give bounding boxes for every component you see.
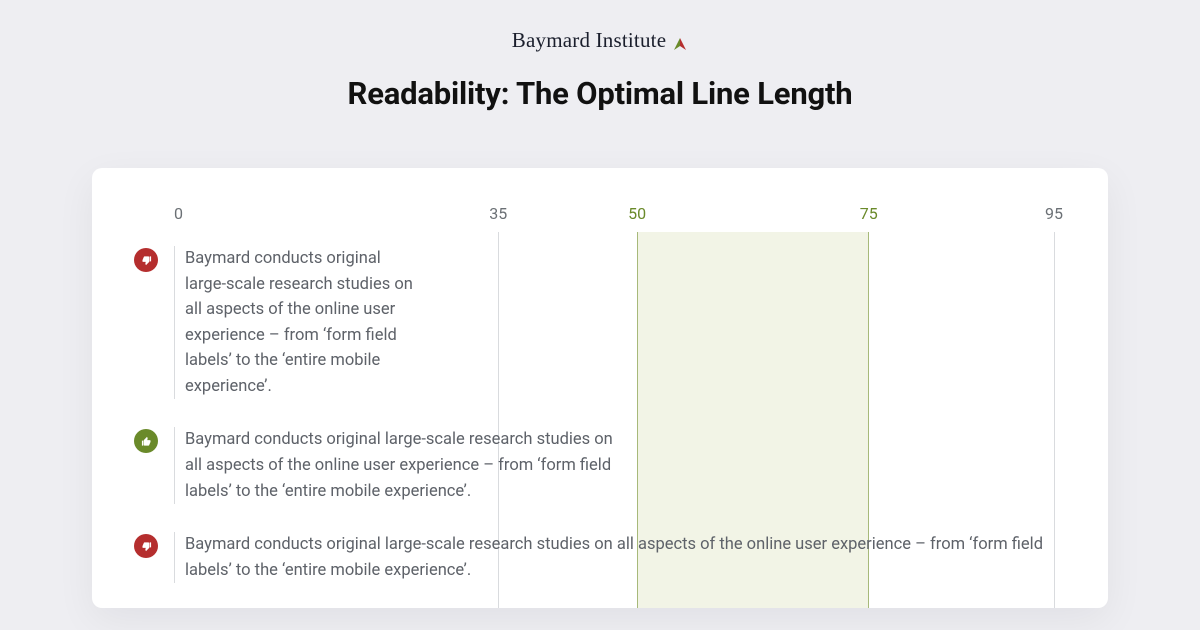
thumbs-down-icon — [134, 534, 158, 558]
page: Baymard Institute Readability: The Optim… — [0, 0, 1200, 630]
scale-tick-50: 50 — [628, 204, 646, 223]
example-rows: Baymard conducts original large-scale re… — [134, 246, 1066, 583]
scale-tick-95: 95 — [1045, 204, 1063, 223]
scale-tick-75: 75 — [860, 204, 878, 223]
example-row-1: Baymard conducts original large-scale re… — [134, 246, 1066, 399]
scale-axis: 0 35 50 75 95 — [174, 204, 1066, 232]
example-text: Baymard conducts original large-scale re… — [174, 427, 630, 504]
example-text: Baymard conducts original large-scale re… — [174, 532, 1054, 583]
scale-tick-35: 35 — [489, 204, 507, 223]
example-text: Baymard conducts original large-scale re… — [174, 246, 420, 399]
thumbs-down-icon — [134, 248, 158, 272]
scale-tick-0: 0 — [174, 204, 183, 223]
thumbs-up-icon — [134, 429, 158, 453]
example-row-3: Baymard conducts original large-scale re… — [134, 532, 1066, 583]
logo: Baymard Institute — [512, 28, 688, 53]
page-title: Readability: The Optimal Line Length — [348, 75, 853, 112]
example-row-2: Baymard conducts original large-scale re… — [134, 427, 1066, 504]
diagram-card: 0 35 50 75 95 Baymard conducts original larg… — [92, 168, 1108, 608]
logo-text: Baymard Institute — [512, 28, 666, 53]
logo-mark-icon — [672, 33, 688, 49]
